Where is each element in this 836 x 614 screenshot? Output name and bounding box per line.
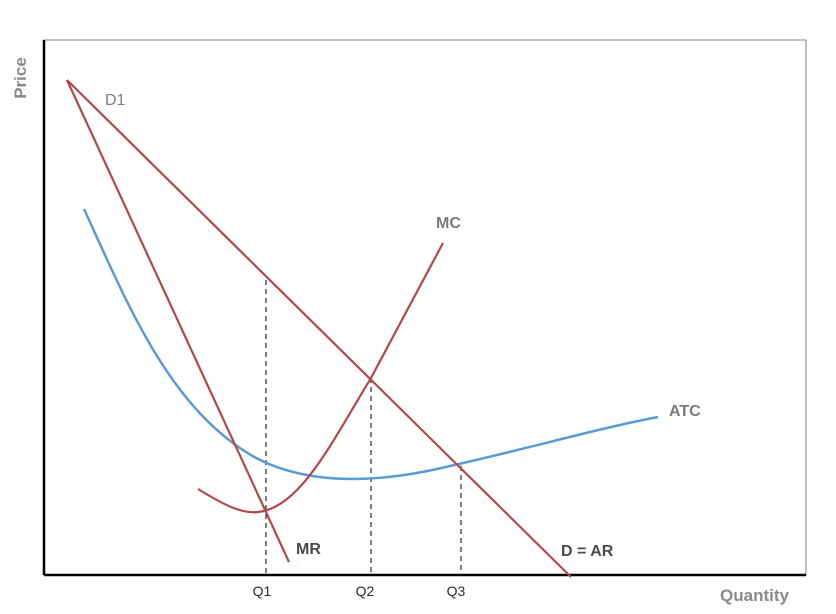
- demand-ar-curve: [66, 79, 572, 578]
- plot-frame: [43, 39, 807, 576]
- mr-label: MR: [296, 541, 321, 558]
- x-axis-label: Quantity: [720, 586, 789, 605]
- q3-tick-label: Q3: [447, 583, 466, 599]
- d1-label: D1: [105, 92, 126, 109]
- mr-curve: [66, 79, 290, 563]
- atc-curve: [82, 208, 659, 481]
- y-axis-label: Price: [11, 57, 30, 99]
- q1-tick-label: Q1: [253, 583, 272, 599]
- atc-label: ATC: [669, 403, 701, 420]
- mc-curve: [197, 242, 444, 514]
- mc-label: MC: [436, 215, 461, 232]
- q2-tick-label: Q2: [356, 583, 375, 599]
- demand-ar-label: D = AR: [561, 543, 614, 560]
